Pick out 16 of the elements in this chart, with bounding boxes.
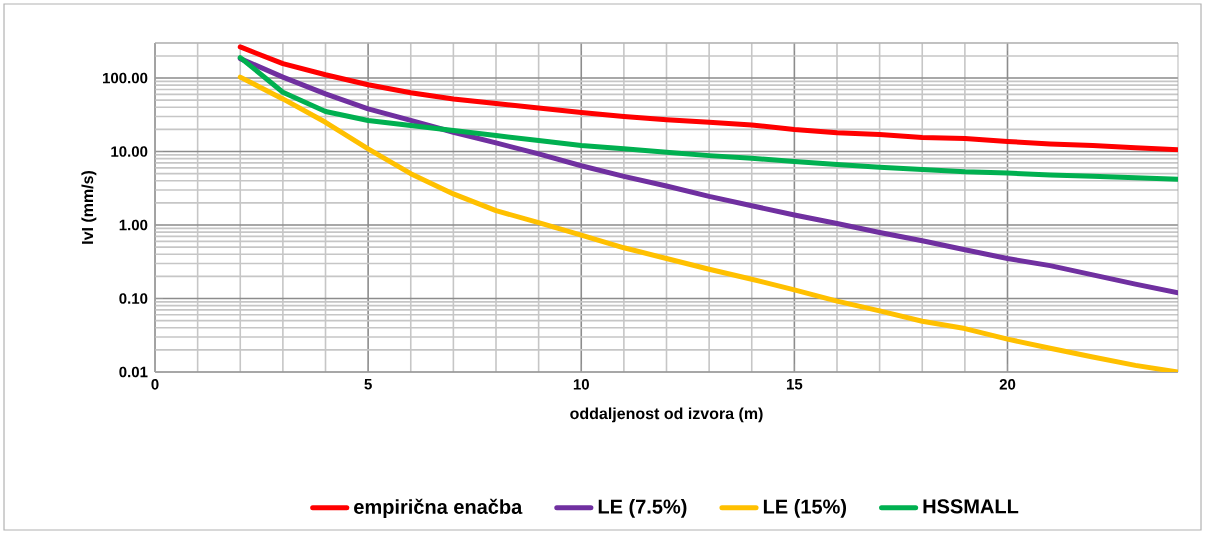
x-tick-label: 20: [999, 379, 1016, 390]
x-axis-title: oddaljenost od izvora (m): [570, 407, 763, 423]
y-tick-label: 0.01: [119, 366, 148, 378]
y-tick-label: 1.00: [119, 219, 148, 231]
legend-label: empirična enačba: [354, 498, 523, 518]
y-tick-label: 10.00: [111, 146, 148, 157]
legend-label: LE (15%): [763, 499, 847, 518]
x-tick-label: 5: [364, 379, 372, 390]
x-tick-label: 0: [151, 379, 159, 390]
legend-label: LE (7.5%): [598, 499, 687, 518]
x-tick-label: 10: [573, 379, 589, 390]
x-tick-label: 15: [786, 379, 803, 390]
y-tick-label: 0.10: [119, 293, 148, 304]
legend-label: HSSMALL: [923, 499, 1019, 514]
y-axis-title: IvI (mm/s): [81, 170, 97, 244]
y-tick-label: 100.00: [103, 72, 148, 84]
